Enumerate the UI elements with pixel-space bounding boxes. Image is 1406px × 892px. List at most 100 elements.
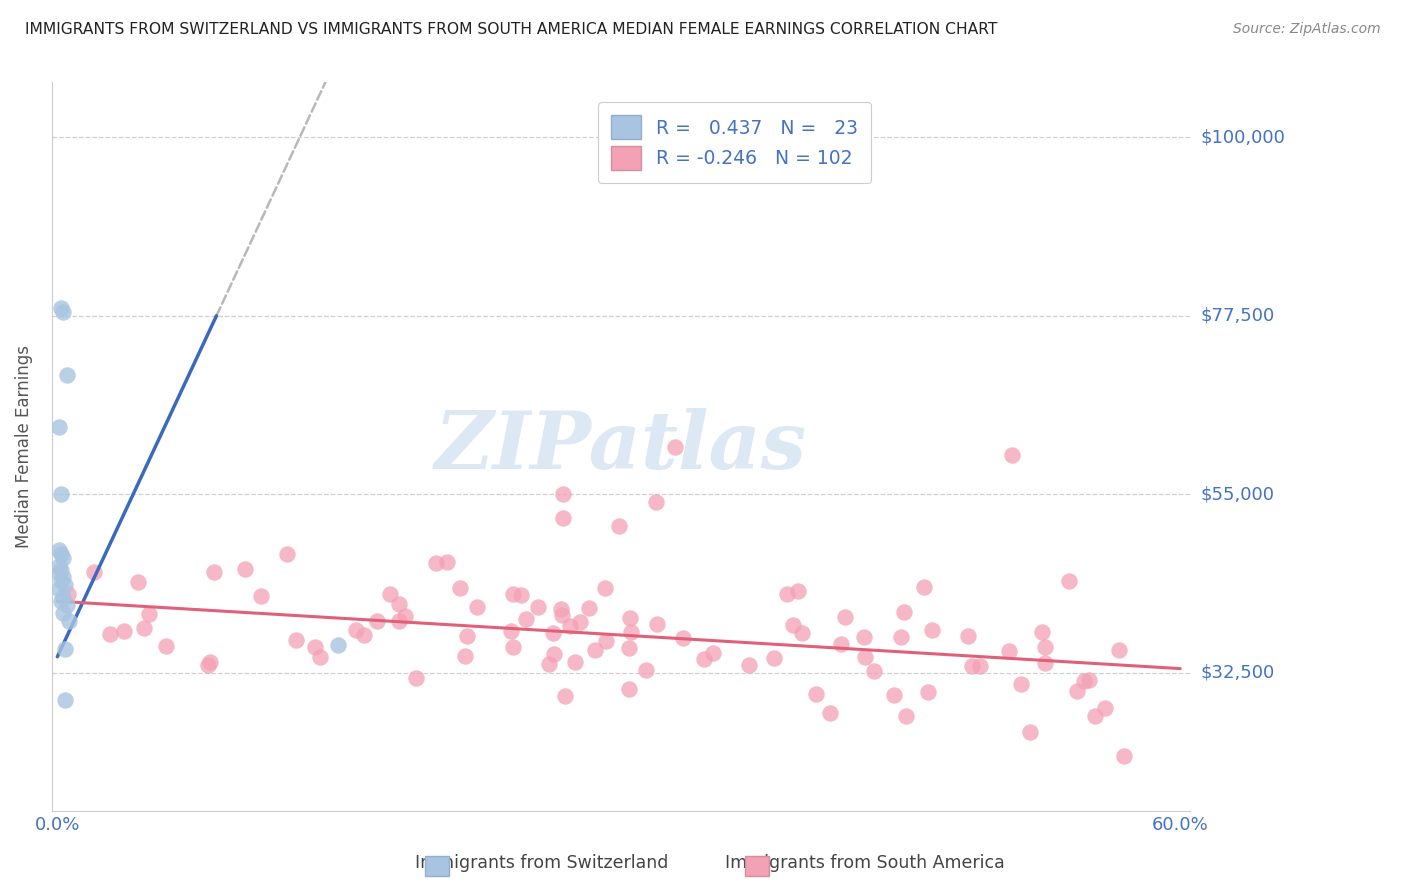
Text: Immigrants from Switzerland: Immigrants from Switzerland xyxy=(415,855,668,872)
Point xyxy=(49,487,72,501)
Point xyxy=(353,628,375,642)
Point xyxy=(454,648,477,663)
Point xyxy=(578,601,600,615)
Point xyxy=(48,582,70,597)
Point xyxy=(449,581,471,595)
Point xyxy=(378,587,401,601)
Point xyxy=(1084,709,1107,723)
Y-axis label: Median Female Earnings: Median Female Earnings xyxy=(15,345,32,548)
Point xyxy=(58,614,80,628)
Point xyxy=(155,639,177,653)
Point xyxy=(551,607,574,622)
Point xyxy=(326,638,349,652)
Point xyxy=(921,623,943,637)
Point xyxy=(55,598,77,612)
Point xyxy=(957,629,980,643)
Point xyxy=(702,646,724,660)
Point xyxy=(853,649,876,664)
Point xyxy=(58,587,80,601)
Point xyxy=(53,578,76,592)
Point xyxy=(551,487,574,501)
Point xyxy=(830,636,852,650)
Point xyxy=(607,519,630,533)
Point xyxy=(593,581,616,595)
Point xyxy=(1033,640,1056,654)
Point xyxy=(48,558,70,573)
Point xyxy=(197,658,219,673)
Point xyxy=(436,555,458,569)
Point xyxy=(693,652,716,666)
Point xyxy=(912,580,935,594)
Point xyxy=(48,419,70,434)
Point xyxy=(276,547,298,561)
Point xyxy=(138,607,160,621)
Point xyxy=(1001,448,1024,462)
Point xyxy=(52,550,75,565)
Point xyxy=(645,616,668,631)
Point xyxy=(55,368,77,383)
Point xyxy=(1108,643,1130,657)
Point xyxy=(527,599,550,614)
Point xyxy=(543,647,565,661)
Point xyxy=(894,708,917,723)
Point xyxy=(52,570,75,584)
Point xyxy=(53,641,76,656)
Point xyxy=(1078,673,1101,687)
Point xyxy=(1112,748,1135,763)
Point xyxy=(344,623,367,637)
Point xyxy=(394,608,416,623)
Point xyxy=(551,511,574,525)
Point xyxy=(541,626,564,640)
Point xyxy=(48,542,70,557)
Point xyxy=(564,655,586,669)
Point xyxy=(53,693,76,707)
Point xyxy=(620,625,643,640)
Point xyxy=(583,642,606,657)
Point xyxy=(558,619,581,633)
Point xyxy=(1031,625,1053,640)
Point xyxy=(83,566,105,580)
Point xyxy=(1011,677,1033,691)
Point xyxy=(775,587,797,601)
Point xyxy=(569,615,592,629)
Point xyxy=(664,440,686,454)
Text: $100,000: $100,000 xyxy=(1201,128,1285,146)
Point xyxy=(134,620,156,634)
Point xyxy=(763,651,786,665)
Point xyxy=(1057,574,1080,589)
Point xyxy=(112,624,135,638)
Point xyxy=(853,630,876,644)
Point xyxy=(1094,701,1116,715)
Point xyxy=(308,650,330,665)
Point xyxy=(863,664,886,678)
Text: $77,500: $77,500 xyxy=(1201,307,1275,325)
Point xyxy=(790,625,813,640)
Point xyxy=(52,606,75,620)
Point xyxy=(304,640,326,655)
Point xyxy=(456,629,478,643)
Point xyxy=(49,301,72,315)
Text: Source: ZipAtlas.com: Source: ZipAtlas.com xyxy=(1233,22,1381,37)
Point xyxy=(366,614,388,628)
Point xyxy=(595,634,617,648)
Point xyxy=(917,684,939,698)
Point xyxy=(502,586,524,600)
Point xyxy=(49,547,72,561)
Point xyxy=(804,688,827,702)
Point xyxy=(49,574,72,589)
Point xyxy=(672,631,695,645)
Point xyxy=(52,305,75,319)
Point xyxy=(645,495,668,509)
Point xyxy=(502,640,524,655)
Point xyxy=(960,659,983,673)
Point xyxy=(198,655,221,669)
Point xyxy=(405,671,427,685)
Point xyxy=(501,624,523,639)
Point xyxy=(515,612,537,626)
Point xyxy=(619,641,641,656)
Point xyxy=(738,657,761,672)
Point xyxy=(49,594,72,608)
Legend: R =   0.437   N =   23, R = -0.246   N = 102: R = 0.437 N = 23, R = -0.246 N = 102 xyxy=(598,103,872,183)
Point xyxy=(890,630,912,644)
Text: ZIPatlas: ZIPatlas xyxy=(434,408,807,485)
